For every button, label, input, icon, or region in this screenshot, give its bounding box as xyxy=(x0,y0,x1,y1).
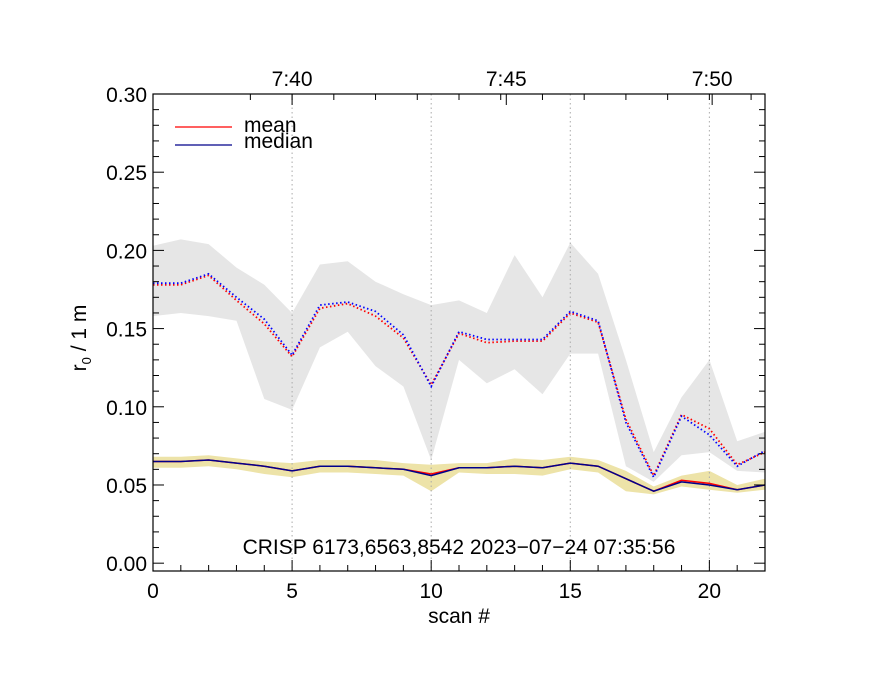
y-tick-label: 0.05 xyxy=(106,475,147,498)
axis-ticks xyxy=(152,93,766,571)
chart-annotation: CRISP 6173,6563,8542 2023−07−24 07:35:56 xyxy=(243,536,676,559)
data-series xyxy=(153,272,766,493)
y-tick-label: 0.15 xyxy=(106,319,147,342)
y-axis-title-symbol: r xyxy=(68,364,91,371)
y-tick-label: 0.00 xyxy=(106,553,147,576)
x-tick-label: 15 xyxy=(559,580,582,603)
legend-median-label: median xyxy=(244,130,313,153)
y-axis-title: r0 / 1 m xyxy=(68,305,94,372)
band-upper-range xyxy=(153,239,765,482)
y-axis-title-unit: / 1 m xyxy=(68,305,91,358)
band-lower-range xyxy=(153,455,765,495)
y-tick-label: 0.10 xyxy=(106,397,147,420)
top-time-tick-label: 7:50 xyxy=(692,68,733,91)
y-tick-label: 0.25 xyxy=(106,162,147,185)
legend: mean median xyxy=(175,114,313,153)
x-axis-title: scan # xyxy=(428,605,490,628)
x-tick-label: 10 xyxy=(420,580,443,603)
x-tick-label: 0 xyxy=(147,580,159,603)
y-axis-title-subscript: 0 xyxy=(79,357,94,364)
top-time-tick-label: 7:40 xyxy=(272,68,313,91)
range-bands xyxy=(153,239,765,495)
x-tick-label: 5 xyxy=(286,580,298,603)
top-time-tick-label: 7:45 xyxy=(486,68,527,91)
series-lower-median xyxy=(153,459,766,493)
y-tick-label: 0.20 xyxy=(106,240,147,263)
x-tick-label: 20 xyxy=(698,580,721,603)
svg-text:r0 / 1 m: r0 / 1 m xyxy=(68,305,94,372)
series-upper-median xyxy=(153,272,766,480)
y-tick-label: 0.30 xyxy=(106,84,147,107)
tick-labels: 0 5 10 15 20 0.00 0.05 0.10 0.15 0.20 0.25 0.30 7:40… xyxy=(106,68,732,603)
vertical-gridlines xyxy=(291,94,710,571)
legend-mean-label: mean xyxy=(244,114,297,137)
